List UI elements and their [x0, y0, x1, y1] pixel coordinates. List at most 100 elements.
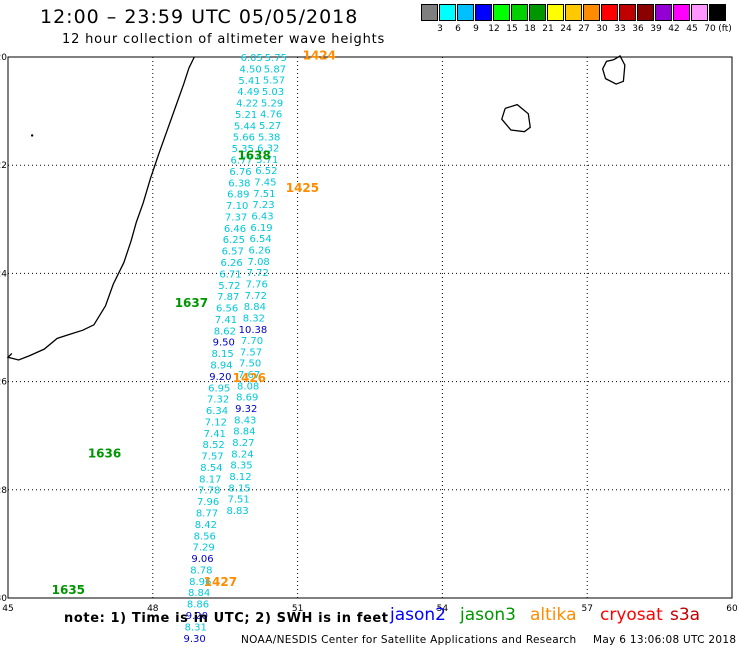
pass-time-label: 1635: [52, 583, 85, 597]
wave-height-value: 7.41: [204, 429, 226, 440]
island-reunion: [501, 103, 531, 133]
wave-height-value: 8.94: [210, 360, 232, 371]
legend-swatch: [529, 4, 546, 21]
legend-swatch: [565, 4, 582, 21]
wave-height-value: 5.38: [258, 132, 280, 143]
wave-height-value: 7.32: [207, 395, 229, 406]
legend-label: 36: [632, 24, 644, 34]
wave-height-value: 7.96: [197, 497, 219, 508]
legend-label: 24: [560, 24, 572, 34]
wave-height-value: 8.84: [244, 302, 266, 313]
legend-swatch: [619, 4, 636, 21]
legend-label: 6: [455, 24, 461, 34]
wave-height-value: 7.57: [201, 452, 223, 463]
footer-note: note: 1) Time is in UTC; 2) SWH is in fe…: [64, 611, 389, 626]
wave-height-value: 5.03: [262, 87, 284, 98]
wave-height-value: 6.52: [255, 166, 277, 177]
wave-height-value: 8.15: [228, 483, 250, 494]
wave-height-value: 6.05: [241, 53, 263, 64]
wave-height-value: 8.27: [232, 438, 254, 449]
wave-height-value: 5.57: [263, 76, 285, 87]
legend-swatch: [601, 4, 618, 21]
satellite-name-jason3: jason3: [460, 605, 516, 625]
satellite-name-cryosat: cryosat: [600, 605, 663, 625]
wave-height-value: 7.41: [215, 315, 237, 326]
wave-height-value: 6.25: [223, 235, 245, 246]
wave-height-value: 7.57: [240, 347, 262, 358]
wave-height-value: 8.24: [231, 449, 253, 460]
legend-swatch: [421, 4, 438, 21]
lat-tick-label: -30: [0, 594, 7, 604]
pass-time-label: 1638: [237, 148, 270, 162]
wave-height-value: 5.29: [261, 98, 283, 109]
wave-height-value: 8.31: [185, 622, 207, 633]
wave-height-value: 9.20: [186, 611, 208, 622]
satellite-name-s3a: s3a: [670, 605, 701, 625]
wave-height-value: 9.30: [184, 634, 206, 645]
wave-height-value: 7.70: [241, 336, 263, 347]
legend-label: 15: [506, 24, 518, 34]
wave-height-value: 6.43: [251, 212, 273, 223]
wave-height-value: 8.43: [234, 415, 256, 426]
legend-swatch: [691, 4, 708, 21]
wave-height-value: 6.76: [229, 167, 251, 178]
legend-swatch: [709, 4, 726, 21]
wave-height-value: 6.38: [228, 178, 250, 189]
lon-tick-label: 54: [437, 604, 449, 614]
legend-swatch: [457, 4, 474, 21]
pass-time-label: 1425: [286, 181, 319, 195]
legend-label: 12: [488, 24, 500, 34]
lon-tick-label: 45: [2, 604, 13, 614]
legend-label: 27: [578, 24, 590, 34]
wave-height-value: 8.12: [229, 472, 251, 483]
lon-tick-label: 60: [726, 604, 738, 614]
wave-height-value: 9.32: [235, 404, 257, 415]
legend-swatch: [439, 4, 456, 21]
wave-height-value: 7.87: [217, 292, 239, 303]
pass-time-label: 1637: [175, 296, 208, 310]
plot-frame: [7, 56, 733, 599]
legend-swatch: [475, 4, 492, 21]
wave-height-value: 5.21: [235, 110, 257, 121]
wave-height-value: 7.10: [226, 201, 248, 212]
wave-height-value: 6.77: [231, 155, 253, 166]
wave-height-value: 5.87: [264, 64, 286, 75]
legend-label: 42: [668, 24, 680, 34]
wave-height-value: 5.71: [256, 155, 278, 166]
wave-height-value: 6.54: [249, 234, 271, 245]
wave-height-value: 7.51: [227, 495, 249, 506]
lat-tick-label: -26: [0, 378, 7, 388]
legend-label: 33: [614, 24, 626, 34]
legend-label: 21: [542, 24, 554, 34]
wave-height-value: 6.89: [227, 190, 249, 201]
wave-height-value: 5.66: [233, 133, 255, 144]
wave-height-value: 6.57: [222, 247, 244, 258]
wave-height-value: 7.29: [192, 543, 214, 554]
legend-label: 30: [596, 24, 608, 34]
wave-height-value: 8.42: [195, 520, 217, 531]
wave-height-value: 4.22: [236, 99, 258, 110]
wave-height-value: 6.32: [257, 144, 279, 155]
legend-label: 39: [650, 24, 662, 34]
legend-swatch: [511, 4, 528, 21]
wave-height-value: 7.37: [225, 212, 247, 223]
lon-tick-label: 51: [292, 604, 303, 614]
map-subtitle: 12 hour collection of altimeter wave hei…: [62, 32, 386, 47]
wave-height-value: 6.26: [249, 245, 271, 256]
wave-height-value: 6.19: [250, 223, 272, 234]
island-mauritius: [601, 55, 626, 85]
islet: [30, 134, 34, 137]
wave-height-value: 8.15: [211, 349, 233, 360]
lat-tick-label: -28: [0, 486, 7, 496]
legend-swatch: [637, 4, 654, 21]
wave-height-value: 8.69: [236, 393, 258, 404]
wave-height-value: 7.12: [205, 417, 227, 428]
wave-height-value: 6.26: [220, 258, 242, 269]
wave-height-value: 7.67: [238, 370, 260, 381]
wave-height-value: 6.56: [216, 304, 238, 315]
lat-tick-label: -22: [0, 161, 7, 171]
wave-height-value: 7.72: [247, 268, 269, 279]
wave-height-value: 8.86: [187, 600, 209, 611]
coastline-madagascar: [6, 56, 195, 361]
